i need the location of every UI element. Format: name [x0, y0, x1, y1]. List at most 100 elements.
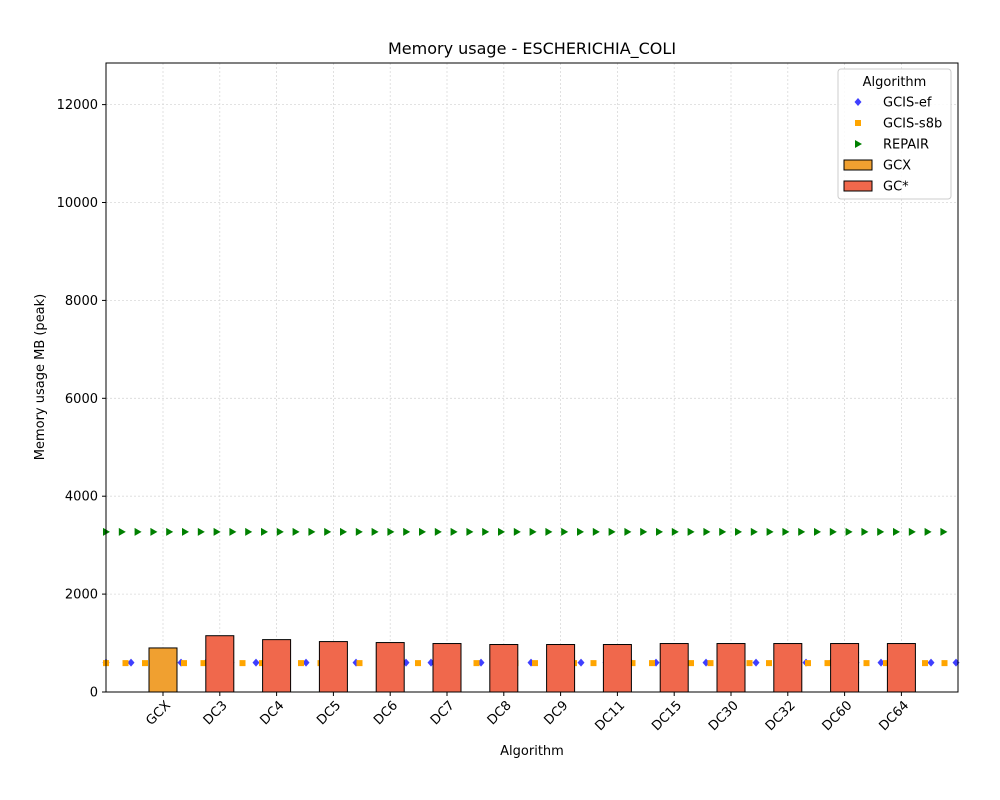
reference-marker [735, 527, 742, 536]
legend-swatch [843, 180, 873, 192]
reference-marker [545, 527, 553, 536]
legend: Algorithm GCIS-ef GCIS-s8b REPAIR GCX GC* [837, 68, 952, 200]
reference-marker [927, 658, 935, 667]
y-axis: 0 2000 4000 6000 8000 10000 12000 [57, 98, 106, 701]
x-tick-label: DC5 [314, 698, 344, 728]
legend-marker [855, 120, 861, 126]
legend-label: GC* [883, 180, 909, 195]
x-axis-label: Algorithm [500, 744, 564, 759]
reference-marker [261, 527, 268, 536]
bar [886, 643, 916, 693]
reference-marker [419, 527, 426, 536]
reference-marker [229, 527, 237, 536]
reference-marker [482, 527, 490, 536]
reference-marker [824, 660, 831, 667]
reference-marker [245, 527, 253, 536]
reference-marker [239, 660, 246, 667]
reference-marker [450, 527, 458, 536]
reference-marker [941, 660, 948, 667]
legend-label: GCIS-s8b [883, 117, 942, 132]
reference-marker [798, 527, 806, 536]
x-tick-label: DC8 [485, 698, 515, 728]
reference-marker [629, 660, 636, 667]
x-tick-label: DC3 [201, 698, 231, 728]
reference-marker [308, 527, 316, 536]
chart-title: Memory usage - ESCHERICHIA_COLI [388, 39, 676, 59]
x-tick-label: GCX [143, 698, 174, 729]
x-tick-label: DC11 [592, 698, 628, 734]
reference-marker [197, 527, 205, 536]
legend-swatch [843, 159, 873, 171]
reference-marker [356, 660, 363, 667]
reference-marker [863, 660, 870, 667]
reference-marker [127, 658, 135, 667]
reference-marker [403, 527, 411, 536]
legend-label: REPAIR [883, 138, 929, 153]
x-tick-label: DC6 [371, 698, 401, 728]
reference-marker [893, 527, 900, 536]
reference-marker [590, 660, 597, 667]
reference-marker [814, 527, 821, 536]
reference-marker [513, 527, 521, 536]
bar [489, 644, 519, 693]
y-tick-label: 6000 [65, 392, 98, 407]
reference-marker [122, 660, 129, 667]
reference-marker [298, 660, 304, 667]
reference-marker [883, 660, 889, 667]
reference-marker [782, 527, 790, 536]
legend-label: GCX [883, 159, 911, 174]
bar [773, 643, 803, 693]
reference-marker [656, 527, 663, 536]
reference-marker [687, 527, 695, 536]
reference-marker [719, 527, 727, 536]
reference-marker [592, 527, 600, 536]
y-axis-label: Memory usage MB (peak) [33, 294, 48, 461]
x-tick-label: DC32 [763, 698, 799, 734]
x-tick-label: DC30 [706, 698, 742, 734]
reference-marker [608, 527, 616, 536]
reference-marker [466, 527, 474, 536]
y-tick-label: 8000 [65, 294, 98, 309]
reference-marker [671, 527, 679, 536]
bar [432, 643, 462, 693]
reference-marker [150, 527, 158, 536]
reference-marker [752, 658, 760, 667]
legend-title: Algorithm [863, 75, 927, 90]
reference-marker [371, 527, 379, 536]
reference-marker [624, 527, 632, 536]
reference-marker [324, 527, 332, 536]
reference-marker [805, 660, 811, 667]
reference-marker [200, 660, 207, 667]
reference-marker [292, 527, 300, 536]
reference-line-repair [103, 527, 948, 536]
reference-marker [688, 660, 694, 667]
reference-marker [473, 660, 480, 667]
reference-marker [498, 527, 505, 536]
bar [830, 643, 860, 693]
bar [375, 642, 405, 693]
y-tick-label: 4000 [65, 490, 98, 505]
bar [716, 643, 746, 693]
plot-frame [105, 62, 959, 693]
reference-marker [766, 527, 774, 536]
reference-marker [252, 658, 260, 667]
y-tick-label: 0 [90, 686, 98, 701]
x-tick-label: DC64 [876, 698, 912, 734]
reference-marker [166, 527, 174, 536]
bar [318, 641, 348, 693]
x-tick-label: DC60 [820, 698, 856, 734]
bar [148, 647, 178, 693]
grid [106, 63, 958, 693]
legend-marker [855, 140, 862, 148]
reference-marker [532, 660, 538, 667]
reference-marker [750, 527, 758, 536]
bar [546, 644, 576, 693]
reference-marker [924, 527, 932, 536]
reference-marker [922, 660, 928, 667]
reference-marker [746, 660, 753, 667]
y-tick-label: 12000 [57, 98, 98, 113]
reference-marker [908, 527, 916, 536]
reference-marker [877, 527, 885, 536]
x-tick-label: DC9 [541, 698, 571, 728]
